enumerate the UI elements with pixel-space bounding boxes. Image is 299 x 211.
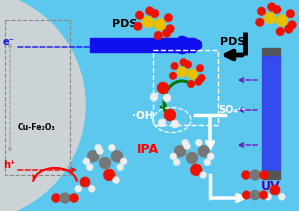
Circle shape <box>164 14 173 22</box>
Circle shape <box>196 65 204 72</box>
Circle shape <box>257 7 266 15</box>
Circle shape <box>288 20 296 29</box>
Circle shape <box>135 11 144 19</box>
Circle shape <box>170 153 177 160</box>
Circle shape <box>151 9 159 18</box>
Circle shape <box>60 193 70 203</box>
Circle shape <box>145 7 154 15</box>
Circle shape <box>103 169 115 181</box>
Text: IPA: IPA <box>137 143 159 156</box>
Text: SO₄··: SO₄·· <box>218 105 245 115</box>
Circle shape <box>134 22 142 31</box>
Circle shape <box>184 61 192 68</box>
Circle shape <box>267 3 276 11</box>
Circle shape <box>187 69 198 80</box>
Circle shape <box>284 25 293 33</box>
Circle shape <box>286 9 295 18</box>
Circle shape <box>97 148 103 154</box>
Text: Cu-Fe₂O₃: Cu-Fe₂O₃ <box>17 123 55 132</box>
Circle shape <box>195 78 202 85</box>
Bar <box>90 38 195 52</box>
Circle shape <box>276 15 288 27</box>
Circle shape <box>270 185 280 195</box>
Circle shape <box>198 74 205 82</box>
Circle shape <box>154 31 162 40</box>
Text: PDS: PDS <box>220 37 246 47</box>
Circle shape <box>163 94 171 102</box>
Circle shape <box>80 177 90 187</box>
Circle shape <box>264 12 276 24</box>
Circle shape <box>87 150 99 162</box>
Text: UV: UV <box>261 180 281 193</box>
Circle shape <box>162 29 171 37</box>
Circle shape <box>207 153 214 160</box>
Circle shape <box>86 164 93 171</box>
Circle shape <box>242 170 251 180</box>
Circle shape <box>171 120 179 128</box>
Circle shape <box>278 193 285 200</box>
Circle shape <box>0 0 85 211</box>
Circle shape <box>200 172 206 178</box>
Text: h⁺: h⁺ <box>3 160 15 170</box>
Circle shape <box>109 144 115 151</box>
Circle shape <box>99 157 111 169</box>
Text: PDS: PDS <box>112 19 138 29</box>
Circle shape <box>276 27 284 36</box>
Circle shape <box>250 190 260 200</box>
Circle shape <box>150 93 158 101</box>
Circle shape <box>190 164 202 176</box>
Bar <box>262 171 280 179</box>
Circle shape <box>117 164 124 171</box>
Circle shape <box>158 119 166 127</box>
Circle shape <box>198 145 210 157</box>
Bar <box>262 48 280 56</box>
Circle shape <box>166 24 174 33</box>
Circle shape <box>186 152 198 164</box>
Circle shape <box>154 19 166 31</box>
Circle shape <box>259 191 268 199</box>
Circle shape <box>113 177 119 183</box>
Circle shape <box>174 145 186 157</box>
Circle shape <box>273 5 281 14</box>
Circle shape <box>75 185 82 192</box>
Circle shape <box>89 185 95 192</box>
Circle shape <box>171 62 178 70</box>
Text: ·OH: ·OH <box>132 111 154 121</box>
Circle shape <box>242 191 251 199</box>
Circle shape <box>69 193 79 203</box>
Circle shape <box>182 139 189 146</box>
Circle shape <box>120 158 127 165</box>
Circle shape <box>184 143 190 150</box>
Circle shape <box>196 139 202 146</box>
Circle shape <box>265 193 271 200</box>
Circle shape <box>256 18 264 27</box>
Circle shape <box>204 159 211 166</box>
Circle shape <box>187 80 195 88</box>
Circle shape <box>83 158 90 165</box>
Text: e⁻: e⁻ <box>3 37 15 47</box>
Circle shape <box>180 58 187 66</box>
Circle shape <box>95 144 102 151</box>
Circle shape <box>142 16 154 28</box>
Circle shape <box>177 67 187 77</box>
Circle shape <box>173 159 180 166</box>
Circle shape <box>169 72 177 80</box>
Circle shape <box>157 82 169 94</box>
Circle shape <box>260 170 269 180</box>
Circle shape <box>250 170 260 180</box>
Circle shape <box>164 109 176 121</box>
Circle shape <box>51 193 60 203</box>
Circle shape <box>111 150 123 162</box>
Bar <box>262 56 280 171</box>
